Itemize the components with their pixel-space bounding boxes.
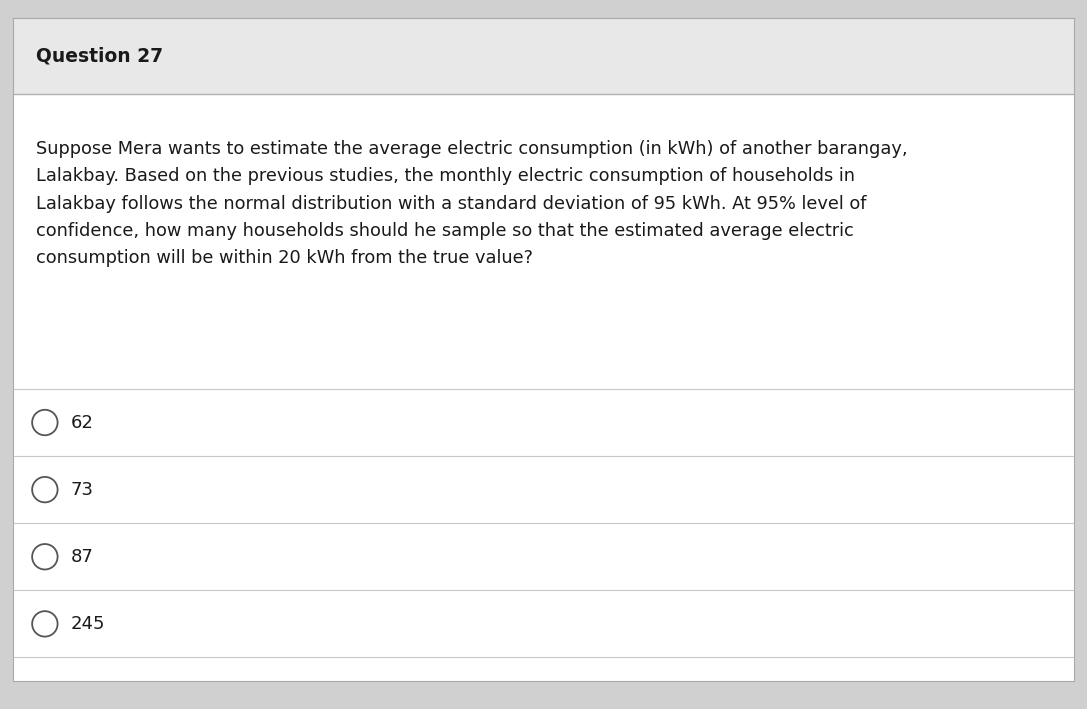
- Ellipse shape: [33, 611, 58, 637]
- Ellipse shape: [33, 410, 58, 435]
- Text: Suppose Mera wants to estimate the average electric consumption (in kWh) of anot: Suppose Mera wants to estimate the avera…: [36, 140, 908, 267]
- Text: 73: 73: [71, 481, 93, 498]
- Text: Question 27: Question 27: [36, 46, 163, 65]
- Text: 62: 62: [71, 413, 93, 432]
- Ellipse shape: [33, 544, 58, 569]
- Text: 245: 245: [71, 615, 104, 633]
- Text: 87: 87: [71, 548, 93, 566]
- Ellipse shape: [33, 477, 58, 503]
- Bar: [13, 18, 1074, 94]
